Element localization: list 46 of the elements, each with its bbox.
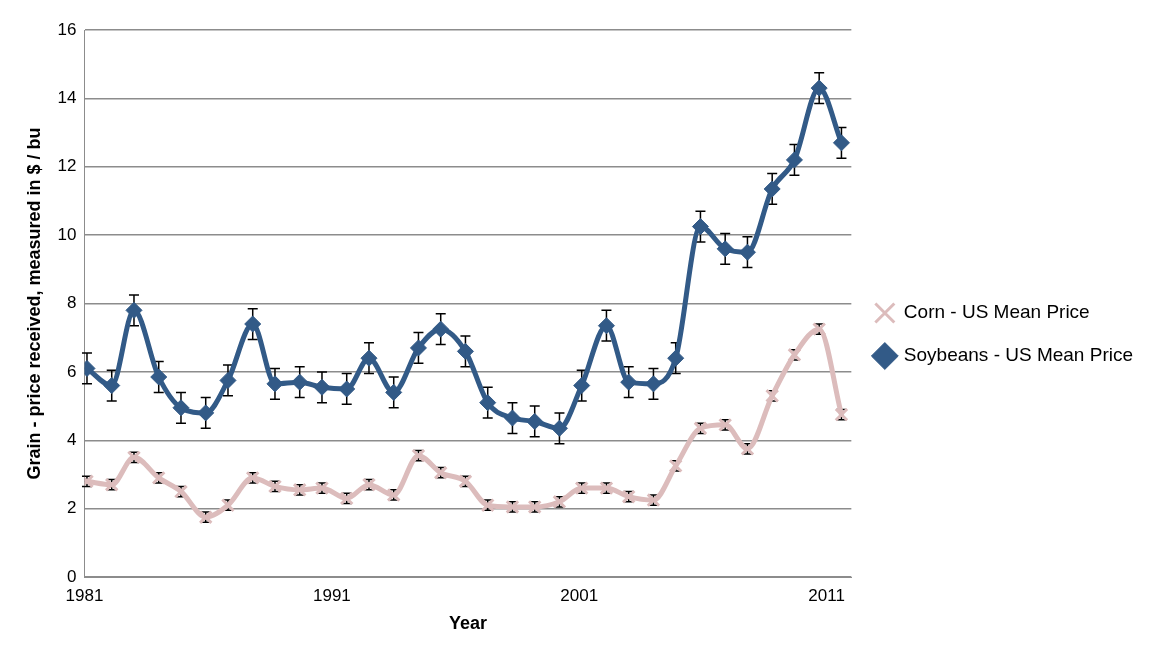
- point: [125, 301, 143, 319]
- point: [103, 377, 121, 395]
- point: [219, 371, 237, 389]
- y-tick-label: 12: [57, 156, 77, 176]
- point: [620, 373, 638, 391]
- x-tick-label: 2001: [560, 585, 599, 605]
- point: [785, 151, 803, 169]
- y-tick-label: 10: [57, 224, 77, 244]
- point: [360, 349, 378, 367]
- y-tick-label: 16: [57, 19, 77, 39]
- legend-label: Soybeans - US Mean Price: [903, 344, 1134, 366]
- point: [313, 378, 331, 396]
- point: [385, 383, 403, 401]
- point: [150, 368, 168, 386]
- y-tick-label: 2: [67, 498, 77, 518]
- y-tick-label: 6: [67, 361, 77, 381]
- x-tick-label: 1991: [312, 585, 351, 605]
- point: [550, 419, 568, 437]
- x-tick-label: 1981: [65, 585, 104, 605]
- y-tick-label: 0: [67, 566, 77, 586]
- y-tick-label: 8: [67, 293, 77, 313]
- point: [832, 134, 850, 152]
- point: [409, 339, 427, 357]
- point: [526, 412, 544, 430]
- point: [503, 409, 521, 427]
- point: [479, 394, 497, 412]
- y-tick-label: 14: [57, 88, 77, 108]
- legend-label: Corn - US Mean Price: [903, 301, 1090, 323]
- point: [244, 315, 262, 333]
- point: [291, 373, 309, 391]
- x-tick-label: 2011: [808, 585, 845, 605]
- point: [691, 218, 709, 236]
- point: [456, 342, 474, 360]
- point: [597, 317, 615, 335]
- point: [716, 240, 734, 258]
- point: [810, 79, 828, 97]
- point: [667, 349, 685, 367]
- y-tick-label: 4: [67, 429, 77, 449]
- point: [338, 380, 356, 398]
- point: [172, 399, 190, 417]
- x-axis-title: Year: [448, 613, 487, 634]
- y-axis-title: Grain - price received, measured in $ / bu: [23, 127, 44, 480]
- point: [573, 377, 591, 395]
- point: [763, 180, 781, 198]
- point: [432, 320, 450, 338]
- point: [197, 404, 215, 422]
